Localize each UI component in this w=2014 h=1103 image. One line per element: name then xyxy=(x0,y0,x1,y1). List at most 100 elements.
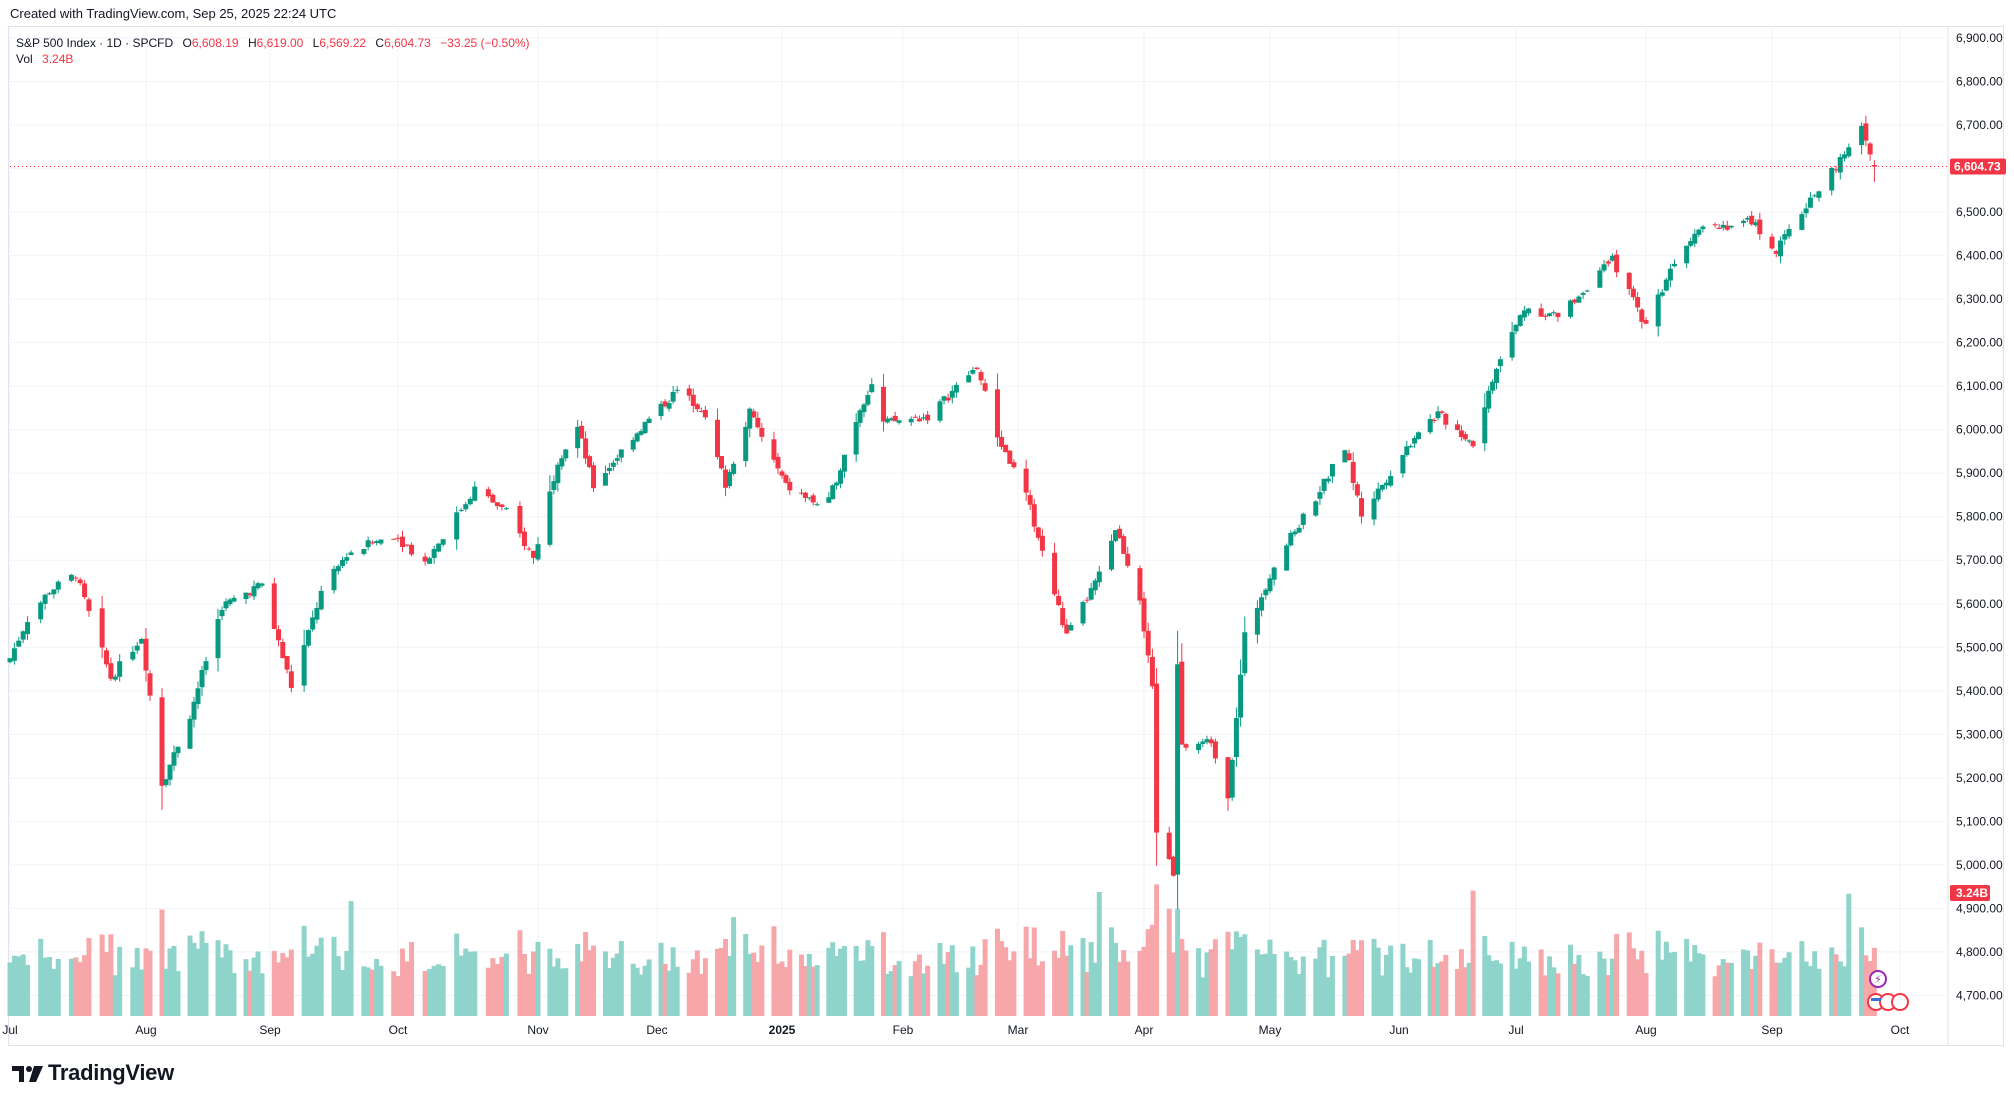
candle-body[interactable] xyxy=(1321,478,1327,491)
candle-body[interactable] xyxy=(1384,482,1390,486)
candle-body[interactable] xyxy=(1200,741,1206,744)
candle-body[interactable] xyxy=(1412,438,1418,444)
candle-body[interactable] xyxy=(1196,743,1202,751)
candle-body[interactable] xyxy=(223,601,229,609)
candle-body[interactable] xyxy=(970,370,976,374)
candle-body[interactable] xyxy=(869,384,875,393)
candle-body[interactable] xyxy=(857,410,863,423)
candle-body[interactable] xyxy=(916,418,922,422)
candle-body[interactable] xyxy=(743,426,749,462)
candle-body[interactable] xyxy=(1833,169,1839,171)
candle-body[interactable] xyxy=(690,394,696,406)
candle-body[interactable] xyxy=(1846,147,1852,157)
candle-body[interactable] xyxy=(344,557,350,561)
candle-body[interactable] xyxy=(1084,599,1090,601)
candle-body[interactable] xyxy=(771,439,777,460)
candle-body[interactable] xyxy=(1576,296,1582,303)
candle-body[interactable] xyxy=(427,558,433,564)
candle-body[interactable] xyxy=(1233,718,1239,758)
candle-body[interactable] xyxy=(1455,424,1460,430)
candle-body[interactable] xyxy=(1229,759,1235,798)
candle-body[interactable] xyxy=(159,697,165,786)
candle-body[interactable] xyxy=(1435,411,1441,419)
candle-body[interactable] xyxy=(1052,552,1058,595)
candle-body[interactable] xyxy=(1170,856,1176,876)
candle-body[interactable] xyxy=(865,395,871,405)
candle-body[interactable] xyxy=(1060,608,1066,626)
candle-body[interactable] xyxy=(994,389,1000,438)
candle-body[interactable] xyxy=(1225,757,1231,799)
candle-body[interactable] xyxy=(921,417,927,419)
candle-body[interactable] xyxy=(646,418,652,424)
candle-body[interactable] xyxy=(117,661,123,677)
candle-body[interactable] xyxy=(1655,294,1661,327)
candle-body[interactable] xyxy=(1458,430,1464,437)
candle-body[interactable] xyxy=(1482,407,1488,444)
candle-body[interactable] xyxy=(834,482,840,486)
candle-body[interactable] xyxy=(167,764,173,780)
candle-body[interactable] xyxy=(51,589,57,595)
candle-body[interactable] xyxy=(1117,528,1123,539)
candle-body[interactable] xyxy=(1271,567,1277,580)
candle-body[interactable] xyxy=(666,402,672,409)
candle-body[interactable] xyxy=(1259,597,1265,611)
candle-body[interactable] xyxy=(1688,241,1694,246)
candle-body[interactable] xyxy=(1829,167,1835,191)
candle-body[interactable] xyxy=(787,481,793,491)
candle-body[interactable] xyxy=(1039,535,1045,551)
candle-body[interactable] xyxy=(1408,446,1414,448)
candle-body[interactable] xyxy=(1741,220,1747,224)
candle-body[interactable] xyxy=(340,559,346,566)
candle-body[interactable] xyxy=(276,629,282,641)
candle-body[interactable] xyxy=(1325,478,1331,482)
candle-body[interactable] xyxy=(251,586,257,597)
candle-body[interactable] xyxy=(1354,484,1360,496)
candle-body[interactable] xyxy=(1614,254,1620,273)
candle-body[interactable] xyxy=(896,420,902,423)
us-flag-event-icon-3[interactable] xyxy=(1891,993,1909,1011)
candle-body[interactable] xyxy=(1254,607,1260,635)
candle-body[interactable] xyxy=(82,583,88,598)
candle-body[interactable] xyxy=(1696,229,1702,235)
candle-body[interactable] xyxy=(20,631,26,640)
candle-body[interactable] xyxy=(231,597,237,602)
candle-body[interactable] xyxy=(1816,191,1822,198)
candle-body[interactable] xyxy=(1064,624,1070,634)
candle-body[interactable] xyxy=(147,673,153,696)
candle-body[interactable] xyxy=(698,411,704,413)
candle-body[interactable] xyxy=(55,581,61,590)
candle-body[interactable] xyxy=(1329,464,1335,477)
candle-body[interactable] xyxy=(521,531,527,546)
candle-body[interactable] xyxy=(1812,195,1818,197)
candle-body[interactable] xyxy=(1166,832,1172,860)
candle-body[interactable] xyxy=(1056,595,1062,606)
candle-body[interactable] xyxy=(1125,553,1131,566)
candle-body[interactable] xyxy=(912,416,918,418)
candle-body[interactable] xyxy=(1626,272,1632,290)
candle-body[interactable] xyxy=(1284,545,1290,571)
candle-body[interactable] xyxy=(806,497,812,499)
candle-body[interactable] xyxy=(1375,488,1381,500)
candle-body[interactable] xyxy=(1667,268,1673,281)
candle-body[interactable] xyxy=(1757,219,1763,235)
candle-body[interactable] xyxy=(1497,359,1503,367)
candle-body[interactable] xyxy=(802,492,808,498)
candle-body[interactable] xyxy=(1568,300,1574,317)
candle-body[interactable] xyxy=(1371,498,1377,520)
candle-body[interactable] xyxy=(305,630,311,646)
candle-body[interactable] xyxy=(422,556,428,562)
candle-body[interactable] xyxy=(1121,536,1127,554)
candle-body[interactable] xyxy=(458,509,464,511)
candle-body[interactable] xyxy=(1342,450,1348,463)
candle-body[interactable] xyxy=(551,481,557,491)
candle-body[interactable] xyxy=(861,404,867,413)
candle-body[interactable] xyxy=(199,670,205,688)
candle-body[interactable] xyxy=(195,688,201,705)
candle-body[interactable] xyxy=(215,619,221,659)
candle-body[interactable] xyxy=(1630,288,1636,298)
candle-body[interactable] xyxy=(826,497,832,503)
candle-body[interactable] xyxy=(1863,123,1869,141)
candle-body[interactable] xyxy=(1490,381,1496,391)
candle-body[interactable] xyxy=(1379,484,1385,490)
candle-body[interactable] xyxy=(1517,315,1523,326)
